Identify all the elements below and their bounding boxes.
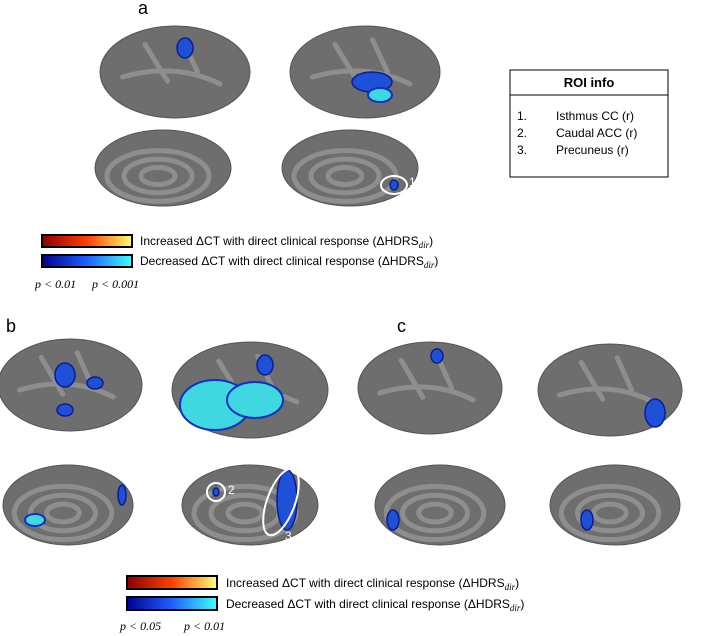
sulcus: [121, 156, 195, 196]
roi-name: Isthmus CC (r): [556, 109, 634, 123]
sulcus: [383, 483, 487, 543]
roi-number: 1.: [517, 109, 527, 123]
brain: [0, 338, 143, 432]
panel-label: a: [138, 0, 149, 18]
brain-renderings: [0, 25, 683, 546]
legend: Increased ΔCT with direct clinical respo…: [119, 575, 524, 633]
legend: Increased ΔCT with direct clinical respo…: [34, 234, 438, 291]
activation-blob: [176, 37, 194, 59]
brain: [99, 25, 251, 119]
roi-number: 2.: [517, 126, 527, 140]
sulcus: [11, 483, 115, 543]
brain: [374, 464, 506, 546]
legend-text: Increased ΔCT with direct clinical respo…: [140, 234, 433, 250]
roi-marker: 3: [285, 529, 292, 543]
brain: [289, 25, 441, 119]
sulcus: [400, 492, 470, 534]
threshold: p < 0.01: [34, 277, 76, 291]
sulcus: [370, 37, 390, 75]
roi-markers: 1 2 3: [206, 175, 416, 543]
roi-title: ROI info: [564, 75, 615, 90]
activation-blob: [386, 509, 400, 531]
activation-blob: [212, 487, 220, 497]
panel-label: b: [6, 316, 16, 336]
sulcus: [332, 41, 360, 84]
activation-blob: [86, 376, 104, 390]
legend-text: Decreased ΔCT with direct clinical respo…: [140, 254, 438, 270]
activation-blob: [580, 509, 594, 531]
threshold: p < 0.001: [91, 277, 139, 291]
threshold: p < 0.05: [119, 619, 161, 633]
activation-blob: [367, 87, 393, 103]
roi-name: Caudal ACC (r): [556, 126, 637, 140]
activation-blob: [226, 381, 284, 419]
activation-blob: [56, 403, 74, 417]
activation-blob: [117, 484, 127, 506]
activation-blob: [644, 398, 666, 428]
activation-blob: [24, 513, 46, 527]
roi-name: Precuneus (r): [556, 143, 629, 157]
legend-text: Decreased ΔCT with direct clinical respo…: [226, 597, 524, 613]
sulcus: [104, 148, 212, 204]
legend-text: Increased ΔCT with direct clinical respo…: [226, 576, 519, 592]
brain: [549, 464, 681, 546]
brain: [2, 464, 134, 546]
sulcus: [325, 165, 365, 187]
sulcus: [38, 354, 66, 397]
sulcus: [138, 165, 178, 187]
panel-label: c: [397, 316, 406, 336]
sulcus: [310, 68, 413, 87]
roi-marker: 2: [228, 483, 235, 497]
brain: [357, 341, 503, 435]
activation-blob: [430, 348, 444, 364]
brain: [94, 129, 232, 207]
sulcus: [225, 501, 265, 525]
sulcus: [398, 357, 426, 400]
activation-blob: [256, 354, 274, 376]
sulcus: [558, 483, 662, 543]
activation-blob: [389, 179, 399, 191]
sulcus: [377, 384, 476, 403]
roi-info-box: ROI info 1. Isthmus CC (r) 2. Caudal ACC…: [509, 69, 669, 178]
sulcus: [578, 359, 606, 402]
sulcus: [557, 386, 656, 405]
brain: [281, 129, 419, 207]
sulcus: [120, 68, 223, 87]
sulcus: [308, 156, 382, 196]
sulcus: [416, 501, 454, 525]
roi-number: 3.: [517, 143, 527, 157]
threshold: p < 0.01: [183, 619, 225, 633]
sulcus: [614, 355, 635, 393]
sulcus: [44, 501, 82, 525]
roi-marker: 1: [409, 175, 416, 189]
sulcus: [142, 41, 170, 84]
sulcus: [28, 492, 98, 534]
brain: [171, 341, 329, 439]
activation-blob: [54, 362, 76, 388]
sulcus: [575, 492, 645, 534]
brain: [537, 343, 683, 437]
sulcus: [591, 501, 629, 525]
